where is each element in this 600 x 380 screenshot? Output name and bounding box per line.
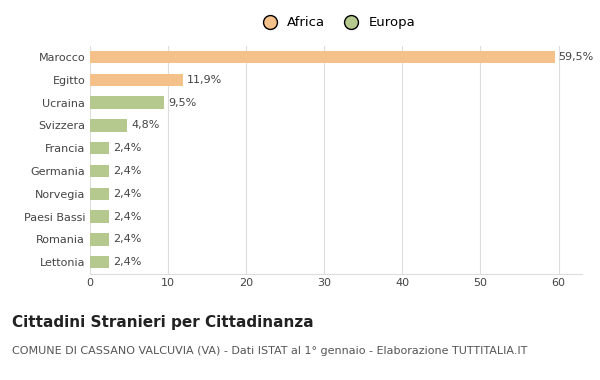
Text: COMUNE DI CASSANO VALCUVIA (VA) - Dati ISTAT al 1° gennaio - Elaborazione TUTTIT: COMUNE DI CASSANO VALCUVIA (VA) - Dati I…	[12, 346, 527, 356]
Text: 2,4%: 2,4%	[113, 212, 141, 222]
Text: Cittadini Stranieri per Cittadinanza: Cittadini Stranieri per Cittadinanza	[12, 315, 314, 330]
Bar	[90, 51, 554, 63]
Bar	[90, 74, 183, 86]
Bar	[90, 256, 109, 268]
Text: 4,8%: 4,8%	[131, 120, 160, 130]
Text: 2,4%: 2,4%	[113, 234, 141, 244]
Text: 11,9%: 11,9%	[187, 75, 222, 85]
Text: 59,5%: 59,5%	[559, 52, 594, 62]
Text: 2,4%: 2,4%	[113, 143, 141, 153]
Bar	[90, 233, 109, 245]
Text: 2,4%: 2,4%	[113, 189, 141, 199]
Bar	[90, 165, 109, 177]
Bar	[90, 211, 109, 223]
Bar	[90, 96, 164, 109]
Bar	[90, 119, 127, 132]
Bar	[90, 187, 109, 200]
Legend: Africa, Europa: Africa, Europa	[251, 11, 421, 35]
Text: 2,4%: 2,4%	[113, 257, 141, 267]
Bar	[90, 142, 109, 155]
Text: 2,4%: 2,4%	[113, 166, 141, 176]
Text: 9,5%: 9,5%	[168, 98, 196, 108]
